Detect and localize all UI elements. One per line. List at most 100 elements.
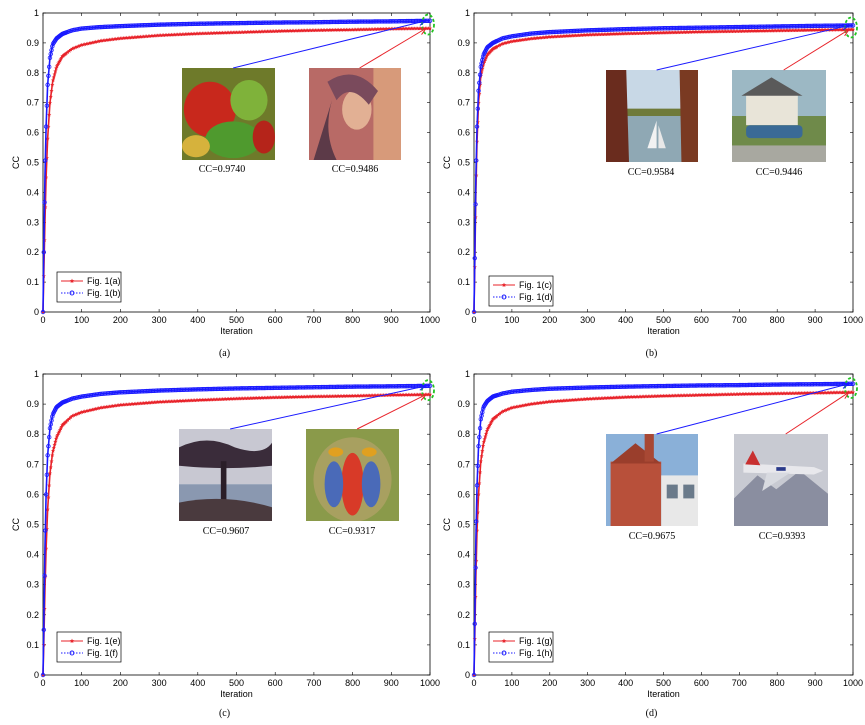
- data-point: [178, 387, 183, 393]
- data-point: [336, 384, 341, 390]
- data-point: [124, 23, 129, 29]
- data-point: [294, 385, 300, 390]
- data-point: [618, 384, 624, 389]
- data-point: [708, 383, 713, 388]
- data-point: [229, 386, 235, 391]
- data-point: [797, 23, 803, 29]
- data-point: [200, 21, 205, 26]
- data-point: [356, 384, 361, 389]
- cc-value-label: CC=0.9740: [199, 164, 245, 175]
- data-point: [41, 249, 46, 255]
- data-point: [138, 23, 143, 28]
- x-tick-label: 500: [229, 678, 244, 688]
- data-point: [372, 384, 377, 389]
- data-point: [328, 384, 334, 390]
- data-point: [477, 425, 483, 431]
- data-point: [379, 19, 385, 24]
- data-point: [223, 21, 228, 26]
- data-point: [194, 387, 199, 392]
- data-point: [676, 383, 681, 388]
- data-point: [673, 383, 678, 389]
- data-point: [724, 25, 730, 30]
- data-point: [70, 46, 75, 51]
- data-point: [814, 23, 819, 29]
- data-point: [399, 383, 405, 389]
- data-point: [93, 392, 98, 397]
- data-point: [296, 20, 301, 25]
- data-point: [234, 20, 239, 26]
- y-tick-label: 0.2: [26, 247, 39, 257]
- data-point: [362, 384, 368, 389]
- y-tick-label: 0.1: [26, 640, 39, 650]
- data-point: [146, 22, 151, 28]
- data-point: [475, 106, 480, 111]
- data-point: [44, 472, 50, 478]
- x-tick-label: 900: [384, 315, 399, 325]
- data-point: [553, 386, 559, 391]
- data-point: [206, 386, 211, 392]
- data-point: [602, 27, 607, 33]
- data-point: [173, 387, 179, 393]
- data-point: [198, 387, 204, 392]
- data-point: [697, 25, 703, 30]
- data-point: [273, 20, 278, 25]
- data-point: [336, 19, 341, 25]
- data-point: [811, 23, 816, 29]
- data-point: [119, 390, 125, 395]
- data-point: [500, 409, 505, 414]
- data-point: [556, 386, 562, 391]
- data-point: [803, 23, 809, 29]
- data-point: [124, 389, 129, 395]
- data-point: [254, 20, 259, 26]
- data-point: [576, 28, 581, 33]
- data-point: [73, 45, 78, 50]
- data-point: [74, 411, 80, 416]
- annotation-arrow-line: [783, 29, 850, 71]
- data-point: [538, 30, 543, 36]
- data-point: [621, 384, 627, 389]
- data-point: [43, 158, 48, 163]
- data-point: [753, 24, 759, 29]
- data-point: [136, 389, 142, 394]
- data-point: [524, 388, 530, 393]
- data-point: [800, 382, 806, 387]
- data-point: [571, 28, 577, 34]
- data-point: [350, 384, 355, 389]
- data-point: [313, 20, 318, 25]
- data-point: [325, 384, 331, 390]
- annotation-arrow-head: [841, 382, 850, 389]
- data-point: [373, 384, 379, 389]
- data-point: [471, 672, 477, 678]
- mandrill-photo: [306, 429, 399, 521]
- legend-marker: [501, 650, 507, 656]
- data-point: [784, 24, 789, 29]
- data-point: [635, 26, 640, 32]
- data-point: [90, 25, 95, 30]
- data-point: [169, 387, 174, 393]
- data-point: [74, 44, 80, 49]
- data-point: [472, 255, 477, 261]
- data-point: [175, 22, 180, 27]
- data-point: [543, 386, 548, 392]
- data-point: [330, 384, 335, 390]
- x-tick-label: 600: [694, 678, 709, 688]
- data-point: [712, 383, 718, 388]
- data-point: [290, 385, 295, 390]
- data-point: [280, 20, 286, 25]
- data-point: [755, 24, 760, 29]
- data-point: [393, 384, 399, 389]
- legend: [488, 631, 554, 663]
- data-point: [238, 386, 244, 391]
- data-point: [552, 386, 557, 391]
- data-point: [392, 19, 397, 24]
- data-point: [177, 387, 182, 393]
- data-point: [146, 388, 151, 394]
- data-point: [805, 382, 810, 387]
- data-point: [797, 382, 803, 387]
- data-point: [665, 25, 671, 31]
- data-point: [251, 385, 256, 391]
- data-point: [478, 459, 483, 464]
- data-point: [632, 26, 637, 32]
- data-point: [480, 448, 485, 453]
- data-point: [322, 19, 327, 25]
